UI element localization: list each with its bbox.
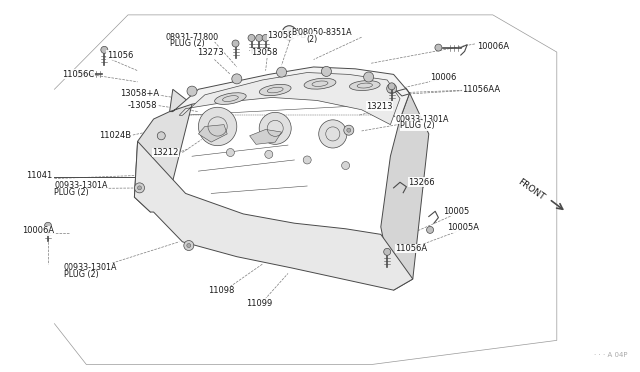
Ellipse shape	[304, 78, 336, 89]
Circle shape	[198, 107, 237, 146]
Circle shape	[138, 186, 141, 190]
Text: 08931-71800: 08931-71800	[165, 33, 218, 42]
Circle shape	[282, 26, 296, 40]
Text: °08050-8351A: °08050-8351A	[294, 28, 352, 37]
Text: 10005: 10005	[443, 207, 469, 216]
Text: 11024B: 11024B	[99, 131, 131, 140]
Polygon shape	[250, 129, 282, 144]
Text: PLUG (2): PLUG (2)	[400, 121, 435, 130]
Text: 13058: 13058	[251, 48, 277, 57]
Circle shape	[388, 83, 395, 90]
Circle shape	[77, 71, 83, 78]
Circle shape	[232, 40, 239, 47]
Polygon shape	[198, 125, 227, 142]
Text: 00933-1301A: 00933-1301A	[54, 182, 108, 190]
Circle shape	[347, 128, 351, 132]
Circle shape	[227, 148, 234, 157]
Ellipse shape	[214, 93, 246, 105]
Text: 13266: 13266	[408, 178, 435, 187]
Ellipse shape	[349, 81, 380, 90]
Text: 11056A: 11056A	[396, 244, 428, 253]
Circle shape	[384, 248, 390, 255]
Circle shape	[262, 35, 269, 41]
Text: 00933-1301A: 00933-1301A	[64, 263, 118, 272]
Circle shape	[248, 35, 255, 41]
Text: 11098: 11098	[208, 286, 234, 295]
Circle shape	[187, 244, 191, 247]
Text: PLUG (2): PLUG (2)	[54, 188, 89, 197]
Text: FRONT: FRONT	[516, 177, 547, 202]
Text: B: B	[291, 28, 296, 37]
Circle shape	[276, 67, 287, 77]
Ellipse shape	[259, 84, 291, 96]
Text: 13212: 13212	[152, 148, 179, 157]
Text: 11041: 11041	[26, 171, 52, 180]
Circle shape	[184, 241, 194, 250]
Text: 13273: 13273	[197, 48, 224, 57]
Polygon shape	[134, 141, 413, 290]
Text: 10006: 10006	[430, 73, 456, 82]
Text: 10006A: 10006A	[477, 42, 509, 51]
Text: 13058+A: 13058+A	[120, 89, 159, 98]
Text: 13213: 13213	[366, 102, 392, 110]
Text: 13058+B: 13058+B	[268, 31, 307, 40]
Text: (2): (2)	[306, 35, 317, 44]
Circle shape	[387, 84, 397, 93]
Circle shape	[232, 74, 242, 84]
Text: 10006A: 10006A	[22, 226, 54, 235]
Circle shape	[157, 132, 165, 140]
Text: 00933-1301A: 00933-1301A	[396, 115, 449, 124]
Circle shape	[303, 156, 311, 164]
Circle shape	[134, 183, 145, 193]
Text: 11099: 11099	[246, 299, 273, 308]
Circle shape	[435, 44, 442, 51]
Circle shape	[364, 72, 374, 82]
Circle shape	[342, 161, 349, 170]
Circle shape	[321, 67, 332, 76]
Text: 11056C: 11056C	[62, 70, 94, 79]
Circle shape	[319, 120, 347, 148]
Polygon shape	[134, 89, 192, 212]
Circle shape	[344, 125, 354, 135]
Text: B: B	[287, 30, 292, 36]
Text: 11056AA: 11056AA	[462, 85, 500, 94]
Text: · · · A 04P: · · · A 04P	[594, 352, 627, 358]
Circle shape	[187, 86, 197, 96]
Text: 10005A: 10005A	[447, 223, 479, 232]
Text: 11056: 11056	[107, 51, 133, 60]
Circle shape	[427, 227, 433, 233]
Polygon shape	[170, 67, 410, 119]
Polygon shape	[381, 93, 429, 290]
Circle shape	[265, 150, 273, 158]
Text: -13058: -13058	[128, 101, 157, 110]
Circle shape	[259, 112, 291, 144]
Polygon shape	[179, 73, 400, 125]
Circle shape	[101, 46, 108, 53]
Text: PLUG (2): PLUG (2)	[64, 270, 99, 279]
Circle shape	[256, 35, 262, 41]
Circle shape	[45, 222, 51, 229]
Text: PLUG (2): PLUG (2)	[170, 39, 204, 48]
